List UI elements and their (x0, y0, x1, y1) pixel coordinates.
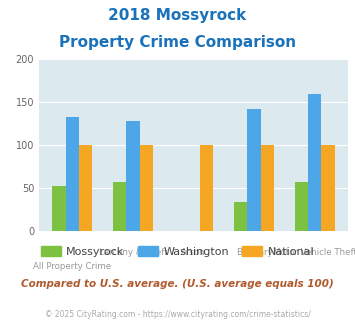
Text: 2018 Mossyrock: 2018 Mossyrock (108, 8, 247, 23)
Text: © 2025 CityRating.com - https://www.cityrating.com/crime-statistics/: © 2025 CityRating.com - https://www.city… (45, 310, 310, 319)
Legend: Mossyrock, Washington, National: Mossyrock, Washington, National (36, 242, 319, 261)
Text: Burglary: Burglary (236, 248, 272, 257)
Text: Larceny & Theft: Larceny & Theft (99, 248, 167, 257)
Bar (200, 145, 213, 231)
Bar (66, 117, 79, 231)
Text: Property Crime Comparison: Property Crime Comparison (59, 35, 296, 50)
Bar (308, 94, 321, 231)
Text: Arson: Arson (181, 248, 206, 257)
Bar (113, 182, 126, 231)
Bar (234, 202, 247, 231)
Bar (79, 145, 92, 231)
Text: Motor Vehicle Theft: Motor Vehicle Theft (273, 248, 355, 257)
Text: All Property Crime: All Property Crime (33, 262, 111, 271)
Bar (247, 109, 261, 231)
Bar (140, 145, 153, 231)
Bar (261, 145, 274, 231)
Text: Compared to U.S. average. (U.S. average equals 100): Compared to U.S. average. (U.S. average … (21, 279, 334, 289)
Bar (53, 186, 66, 231)
Bar (126, 121, 140, 231)
Bar (295, 182, 308, 231)
Bar (321, 145, 334, 231)
